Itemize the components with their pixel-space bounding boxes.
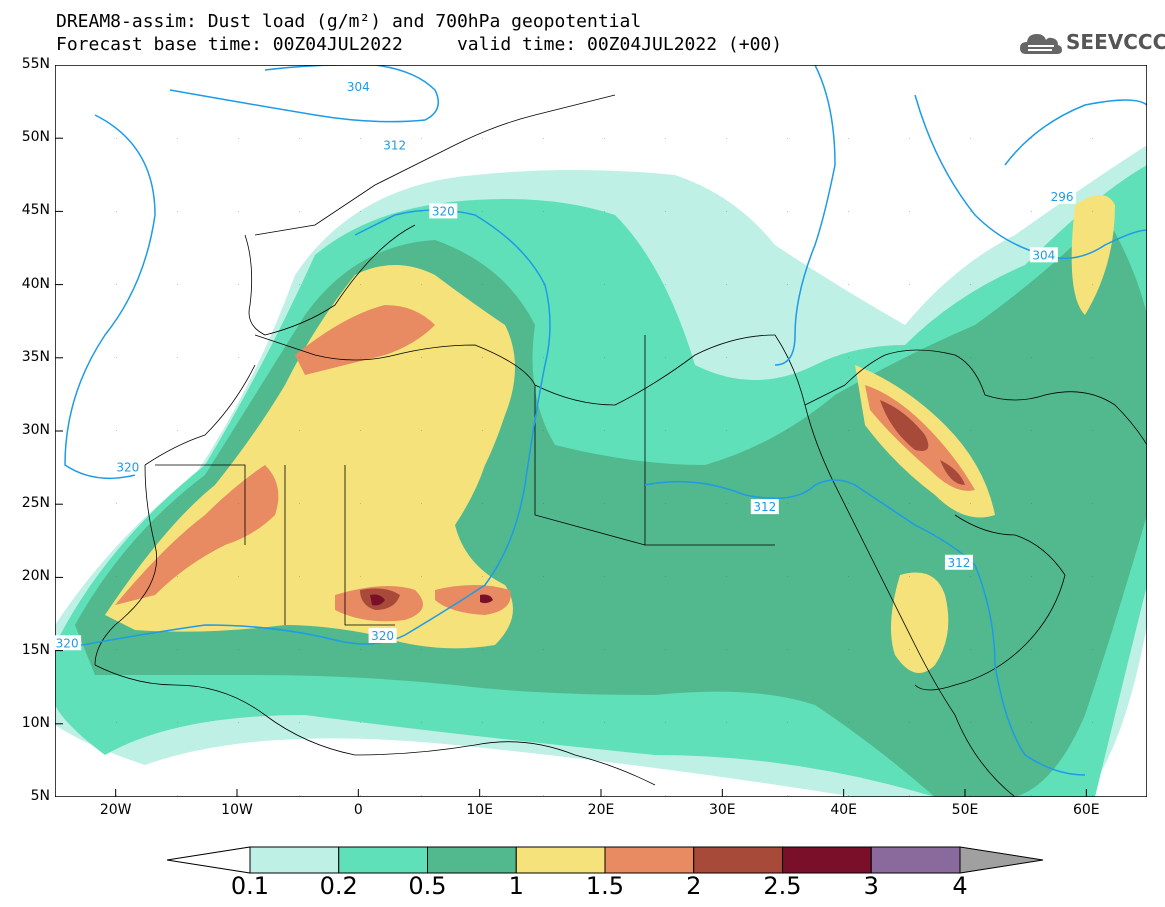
lat-label: 20N (21, 568, 50, 585)
contour-label: 304 (344, 78, 373, 94)
seevccc-logo: SEEVCCC (1018, 26, 1165, 60)
lon-label: 20E (587, 802, 615, 818)
colorbar-level-label: 2 (686, 872, 702, 900)
colorbar-segment (249, 846, 340, 874)
colorbar-level-label: 2.5 (763, 872, 802, 900)
lat-label: 45N (21, 202, 50, 219)
lat-label: 50N (21, 129, 50, 146)
colorbar-segment (782, 846, 872, 874)
contour-label: 320 (368, 627, 397, 643)
lat-label: 25N (21, 495, 50, 512)
colorbar-level-label: 1 (508, 872, 524, 900)
contour-label-text: 320 (371, 629, 394, 643)
cloud-icon (1020, 34, 1062, 54)
contour-label: 296 (1048, 188, 1077, 204)
lon-label: 10W (221, 802, 253, 818)
colorbar-level-label: 0.1 (230, 872, 270, 900)
colorbar-level-label: 0.5 (408, 872, 447, 900)
contour-label-text: 320 (432, 204, 455, 218)
contour-label-text: 304 (1032, 248, 1055, 262)
lon-label: 20W (99, 802, 132, 818)
geopotential-contours (55, 65, 1147, 776)
grid-dots (55, 65, 1147, 797)
colorbar (166, 846, 1044, 874)
colorbar-under-triangle (166, 846, 251, 874)
contour-label-text: 304 (347, 80, 370, 94)
logo-text: SEEVCCC (1066, 30, 1165, 54)
lon-label: 50E (951, 802, 979, 818)
contour-label-text: 312 (383, 139, 406, 153)
colorbar-segment (693, 846, 783, 874)
colorbar-segment (515, 846, 606, 874)
colorbar-segment (427, 846, 517, 874)
colorbar-level-label: 1.5 (585, 872, 625, 900)
colorbar-level-label: 3 (863, 872, 879, 900)
lat-label: 40N (21, 275, 50, 292)
axis-ticks (55, 65, 1087, 797)
contour-label: 320 (55, 635, 82, 651)
lon-label: 40E (830, 802, 857, 818)
colorbar-level-label: 4 (952, 872, 968, 900)
map-title-line2: Forecast base time: 00Z04JUL2022 valid t… (56, 34, 783, 55)
contour-label-text: 320 (116, 461, 139, 475)
lat-label: 35N (21, 348, 50, 365)
lat-label: 5N (30, 788, 50, 804)
contour-label-group: 304 312 320 320 320 320 312 312 304 296 (55, 78, 1077, 651)
lon-label: 10E (466, 802, 493, 818)
colorbar-segment (338, 846, 428, 874)
country-borders (94, 94, 1147, 797)
colorbar-segment (604, 846, 695, 874)
map-title-line1: DREAM8-assim: Dust load (g/m²) and 700hP… (56, 11, 642, 32)
contour-label: 320 (113, 459, 142, 475)
lon-label: 60E (1072, 802, 1100, 818)
lat-label: 15N (21, 641, 50, 658)
colorbar-over-triangle (959, 846, 1044, 874)
lat-label: 10N (21, 714, 50, 731)
contour-label-text: 312 (753, 500, 776, 514)
lon-label: 0 (353, 802, 363, 818)
contour-label-text: 296 (1051, 190, 1074, 204)
lon-label: 30E (708, 802, 736, 818)
contour-label: 304 (1029, 247, 1058, 263)
dust-map: 304 312 320 320 320 320 312 312 304 296 (55, 65, 1147, 797)
contour-label: 312 (944, 554, 973, 570)
contour-label: 312 (750, 499, 779, 515)
contour-label-text: 312 (947, 556, 970, 570)
colorbar-level-label: 0.2 (319, 872, 358, 900)
lat-label: 30N (21, 422, 50, 438)
contour-label-text: 320 (56, 636, 79, 650)
lat-label: 55N (21, 56, 50, 72)
colorbar-segment (870, 846, 961, 874)
contour-label: 320 (429, 203, 458, 219)
contour-label: 312 (380, 137, 409, 153)
